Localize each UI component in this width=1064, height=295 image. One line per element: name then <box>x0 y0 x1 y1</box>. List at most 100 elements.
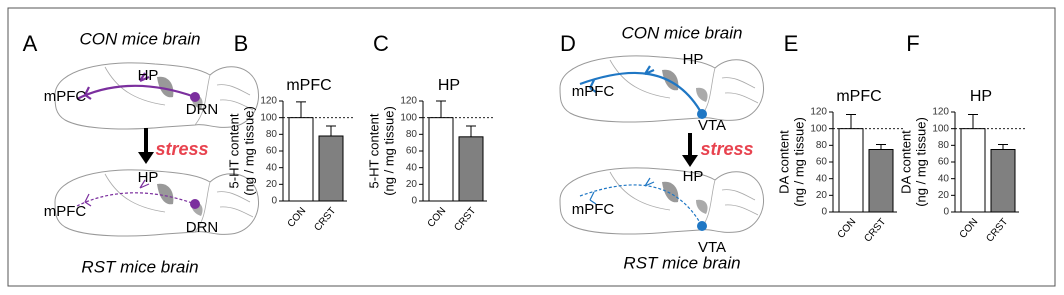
nucleus <box>697 221 707 231</box>
y-tick-label: 60 <box>406 146 418 157</box>
brain-outline <box>54 169 259 237</box>
brain-outline <box>559 167 764 235</box>
region-label: VTA <box>698 117 726 134</box>
y-tick-label: 60 <box>816 157 828 168</box>
pathway <box>579 71 703 115</box>
brain-rst <box>559 167 764 235</box>
y-axis-label: (ng / mg tissue) <box>913 117 928 207</box>
brain-region <box>662 69 679 91</box>
bar <box>990 149 1016 213</box>
error-bar <box>846 114 856 129</box>
brain-detail <box>609 171 759 231</box>
chart-title: mPFC <box>836 88 881 105</box>
brain-region <box>662 181 679 203</box>
y-tick-label: 120 <box>260 96 277 107</box>
brain-region <box>696 87 708 102</box>
brain-title: CON mice brain <box>622 23 743 42</box>
y-tick-label: 0 <box>271 196 277 207</box>
y-tick-label: 80 <box>406 129 418 140</box>
brain-detail <box>104 173 254 233</box>
brain-region <box>157 183 174 205</box>
brain-outline <box>54 62 259 130</box>
y-tick-label: 80 <box>938 140 950 151</box>
y-tick-label: 20 <box>938 190 950 201</box>
stress-label: stress <box>155 139 208 159</box>
region-label: HP <box>683 168 704 185</box>
brain-outline <box>559 55 764 123</box>
bar <box>458 136 484 202</box>
y-tick-label: 40 <box>816 173 828 184</box>
bar <box>318 135 344 202</box>
region-label: mPFC <box>44 88 87 105</box>
bar <box>868 149 894 213</box>
nucleus <box>697 109 707 119</box>
y-tick-label: 0 <box>821 207 827 218</box>
region-label: mPFC <box>44 203 87 220</box>
y-tick-label: 0 <box>943 207 949 218</box>
pathway <box>76 192 196 207</box>
pathway-branch <box>589 65 655 93</box>
y-tick-label: 60 <box>938 157 950 168</box>
bar <box>960 128 986 213</box>
y-tick-label: 120 <box>400 96 417 107</box>
bar <box>428 117 454 202</box>
y-tick-label: 40 <box>938 173 950 184</box>
panel-letter: C <box>373 31 389 56</box>
chart-title: HP <box>438 77 460 94</box>
y-tick-label: 80 <box>816 140 828 151</box>
error-bar <box>968 114 978 129</box>
y-axis-label: DA content <box>898 130 913 194</box>
pathway <box>579 184 703 227</box>
region-label: VTA <box>698 239 726 256</box>
error-bar <box>326 125 336 136</box>
y-tick-label: 100 <box>400 112 417 123</box>
pathway <box>76 84 196 100</box>
region-label: HP <box>683 51 704 68</box>
y-tick-label: 40 <box>406 162 418 173</box>
stress-label: stress <box>700 139 753 159</box>
brain-title: CON mice brain <box>80 29 201 48</box>
y-tick-label: 20 <box>816 190 828 201</box>
chart-title: HP <box>970 88 992 105</box>
pathway-branch <box>84 179 150 207</box>
y-tick-label: 100 <box>260 112 277 123</box>
bar <box>838 128 864 213</box>
bar <box>288 117 314 202</box>
y-axis-label: (ng / mg tissue) <box>241 106 256 196</box>
brain-con <box>54 62 259 130</box>
y-tick-label: 120 <box>932 107 949 118</box>
panel-letter: B <box>234 31 249 56</box>
region-label: HP <box>138 67 159 84</box>
y-tick-label: 80 <box>266 129 278 140</box>
panel-letter: D <box>560 31 576 56</box>
y-tick-label: 100 <box>932 123 949 134</box>
error-bar <box>876 144 886 150</box>
region-label: mPFC <box>572 201 615 218</box>
panel-letter: A <box>23 31 38 56</box>
nucleus <box>190 199 200 209</box>
pathway-branch <box>84 72 150 100</box>
y-tick-label: 0 <box>411 196 417 207</box>
arrow-head <box>138 152 154 164</box>
brain-con <box>559 55 764 123</box>
brain-detail <box>104 66 254 126</box>
y-tick-label: 20 <box>406 179 418 190</box>
error-bar <box>436 100 446 118</box>
nucleus <box>190 92 200 102</box>
region-label: DRN <box>186 101 219 118</box>
region-label: DRN <box>186 219 219 236</box>
error-bar <box>998 144 1008 150</box>
y-axis-label: DA content <box>776 130 791 194</box>
y-axis-label: 5-HT content <box>366 113 381 188</box>
y-tick-label: 20 <box>266 179 278 190</box>
error-bar <box>466 125 476 137</box>
y-tick-label: 120 <box>810 107 827 118</box>
region-label: mPFC <box>572 83 615 100</box>
y-tick-label: 100 <box>810 123 827 134</box>
chart-title: mPFC <box>286 77 331 94</box>
arrow-head <box>682 155 698 167</box>
brain-rst <box>54 169 259 237</box>
y-axis-label: (ng / mg tissue) <box>791 117 806 207</box>
brain-title: RST mice brain <box>623 253 740 272</box>
